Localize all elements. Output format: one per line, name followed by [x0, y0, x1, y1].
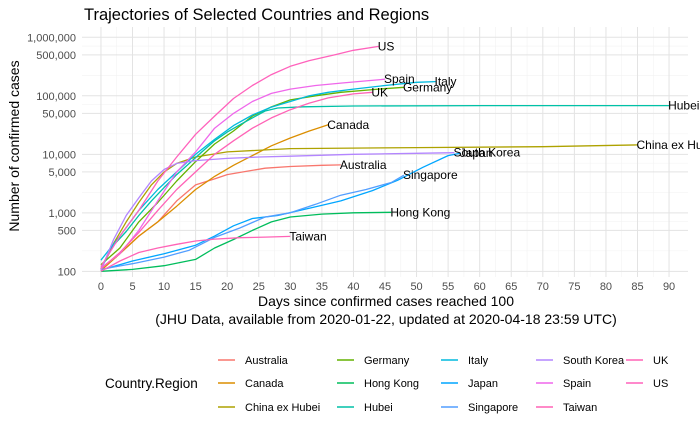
x-axis-subtitle: (JHU Data, available from 2020-01-22, up…	[155, 311, 616, 327]
legend-label: Japan	[468, 378, 498, 390]
series-label-hubei: Hubei	[668, 99, 699, 113]
x-tick-label: 15	[190, 281, 202, 293]
legend-label: Hong Kong	[364, 378, 419, 390]
x-tick-label: 65	[505, 281, 517, 293]
legend-item-singapore: Singapore	[441, 402, 518, 414]
series-line-canada	[100, 124, 329, 272]
series-line-uk	[100, 91, 373, 270]
legend-label: Spain	[563, 378, 591, 390]
legend-label: Taiwan	[563, 402, 597, 414]
legend-item-taiwan: Taiwan	[536, 402, 597, 414]
x-axis-tick-labels: 0 5 10 15 20 25 30 35 40 45 50 55 60 65 70 75 80 85 90	[98, 281, 675, 293]
legend-label: China ex Hubei	[245, 402, 320, 414]
series-label-canada: Canada	[327, 118, 369, 132]
series-label-japan: Japan	[460, 146, 493, 160]
y-axis-tick-labels: 100 500 1,000 5,000 10,000 50,000 100,000 500,0…	[27, 32, 76, 278]
legend-item-hong-kong: Hong Kong	[337, 378, 419, 390]
legend-item-germany: Germany	[337, 355, 410, 367]
x-tick-label: 35	[316, 281, 328, 293]
legend-item-spain: Spain	[536, 378, 591, 390]
x-tick-label: 5	[129, 281, 135, 293]
legend-label: Australia	[245, 355, 289, 367]
legend-item-canada: Canada	[218, 378, 284, 390]
legend-title: Country.Region	[105, 376, 198, 391]
x-tick-label: 25	[253, 281, 265, 293]
x-tick-label: 90	[663, 281, 675, 293]
legend-label: Hubei	[364, 402, 393, 414]
series-line-hubei	[100, 104, 670, 270]
series-label-germany: Germany	[403, 80, 452, 94]
series-label-italy: Italy	[435, 75, 457, 89]
series-lines	[100, 45, 670, 272]
series-label-taiwan: Taiwan	[289, 229, 326, 243]
legend-label: South Korea	[563, 355, 625, 367]
legend-item-australia: Australia	[218, 355, 289, 367]
legend-item-japan: Japan	[441, 378, 498, 390]
y-tick-label: 1,000	[48, 208, 76, 220]
y-tick-label: 1,000,000	[27, 32, 76, 44]
series-label-us: US	[378, 39, 395, 53]
legend-item-us: US	[626, 378, 668, 390]
legend-item-uk: UK	[626, 355, 669, 367]
y-tick-label: 5,000	[48, 167, 76, 179]
x-tick-label: 85	[631, 281, 643, 293]
legend-label: Italy	[468, 355, 489, 367]
legend-label: Canada	[245, 378, 284, 390]
x-tick-label: 0	[98, 281, 104, 293]
series-label-singapore: Singapore	[403, 168, 458, 182]
series-label-china-ex-hubei: China ex Hubei	[637, 138, 700, 152]
x-tick-label: 55	[442, 281, 454, 293]
x-tick-label: 60	[474, 281, 486, 293]
legend-label: Singapore	[468, 402, 518, 414]
series-label-uk: UK	[371, 85, 388, 99]
series-line-spain	[100, 78, 386, 269]
y-tick-label: 100,000	[36, 91, 76, 103]
series-line-singapore	[100, 174, 405, 271]
y-tick-label: 50,000	[42, 108, 76, 120]
x-tick-label: 40	[347, 281, 359, 293]
x-tick-label: 45	[379, 281, 391, 293]
plot-grid	[82, 27, 688, 277]
y-axis-title: Number of confirmed cases	[6, 60, 22, 231]
x-tick-label: 10	[158, 281, 170, 293]
series-label-south-korea: South Korea	[453, 146, 520, 160]
y-tick-label: 10,000	[42, 149, 76, 161]
series-label-hong-kong: Hong Kong	[390, 205, 450, 219]
series-line-italy	[100, 80, 436, 261]
y-tick-label: 100	[58, 266, 76, 278]
x-tick-label: 80	[600, 281, 612, 293]
series-line-us	[100, 45, 379, 268]
series-label-spain: Spain	[384, 72, 415, 86]
series-line-taiwan	[100, 235, 291, 272]
legend-label: UK	[653, 355, 669, 367]
y-tick-label: 500	[58, 225, 76, 237]
legend-label: Germany	[364, 355, 410, 367]
series-label-australia: Australia	[340, 158, 387, 172]
legend-label: US	[653, 378, 668, 390]
x-tick-label: 20	[221, 281, 233, 293]
y-tick-label: 500,000	[36, 50, 76, 62]
x-tick-label: 50	[410, 281, 422, 293]
legend-item-south-korea: South Korea	[536, 355, 625, 367]
series-end-labels: Australia Canada China ex Hubei Germany Hong…	[289, 39, 700, 243]
chart-title: Trajectories of Selected Countries and R…	[84, 6, 429, 24]
series-line-germany	[100, 86, 404, 266]
x-axis-title: Days since confirmed cases reached 100	[258, 293, 514, 309]
x-tick-label: 70	[537, 281, 549, 293]
series-line-hong-kong	[100, 211, 392, 272]
legend-item-italy: Italy	[441, 355, 489, 367]
x-tick-label: 30	[284, 281, 296, 293]
legend: Country.Region Australia Canada China ex H…	[105, 355, 669, 414]
legend-item-hubei: Hubei	[337, 402, 393, 414]
legend-item-china-ex-hubei: China ex Hubei	[218, 402, 320, 414]
x-tick-label: 75	[568, 281, 580, 293]
